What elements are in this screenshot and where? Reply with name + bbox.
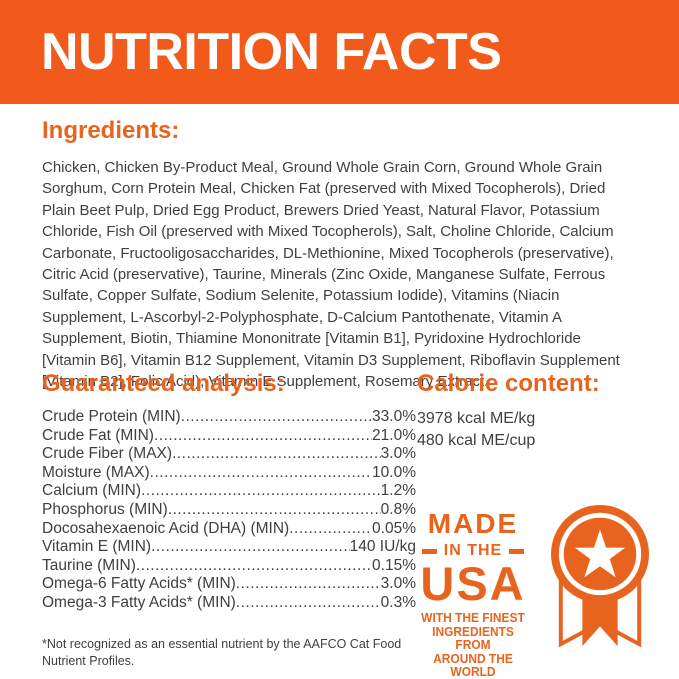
analysis-row: Docosahexaenoic Acid (DHA) (MIN) 0.05%	[42, 520, 416, 539]
dotted-leader	[141, 482, 381, 501]
analysis-value: 10.0%	[372, 463, 416, 481]
analysis-value: 0.05%	[372, 519, 416, 537]
analysis-row: Omega-6 Fatty Acids* (MIN) 3.0%	[42, 575, 416, 594]
made-in-usa-word-usa: USA	[420, 557, 526, 610]
analysis-value: 3.0%	[380, 445, 416, 463]
guaranteed-analysis-table: Crude Protein (MIN) 33.0% Crude Fat (MIN) 2…	[42, 408, 416, 613]
calorie-per-kg: 3978 kcal ME/kg	[417, 410, 536, 427]
dotted-leader	[236, 594, 381, 613]
analysis-label: Crude Fiber (MAX)	[42, 445, 173, 463]
analysis-label: Crude Protein (MIN)	[42, 408, 181, 425]
analysis-label: Omega-6 Fatty Acids* (MIN)	[42, 575, 236, 593]
calorie-content-section: Calorie content: 3978 kcal ME/kg 480 kca…	[417, 372, 667, 451]
analysis-label: Omega-3 Fatty Acids* (MIN)	[42, 593, 236, 611]
dotted-leader	[151, 538, 350, 557]
analysis-value: 0.3%	[380, 593, 416, 611]
dotted-leader	[136, 557, 372, 576]
dotted-leader	[289, 520, 372, 539]
analysis-label: Calcium (MIN)	[42, 482, 142, 500]
dotted-leader	[236, 575, 381, 594]
made-in-usa-tagline: WITH THE FINEST INGREDIENTS FROM AROUND …	[421, 610, 525, 679]
dotted-leader	[172, 445, 381, 464]
analysis-value: 3.0%	[380, 575, 416, 593]
made-in-usa-badge: MADE IN THE USA WITH THE FINEST INGREDIE…	[409, 510, 537, 679]
analysis-row: Moisture (MAX) 10.0%	[42, 464, 416, 483]
analysis-label: Taurine (MIN)	[42, 556, 136, 574]
analysis-value: 0.15%	[372, 556, 416, 574]
analysis-row: Vitamin E (MIN) 140 IU/kg	[42, 538, 416, 557]
ingredients-heading: Ingredients:	[42, 117, 180, 144]
dotted-leader	[168, 501, 381, 520]
calorie-values: 3978 kcal ME/kg 480 kcal ME/cup	[417, 408, 667, 451]
analysis-label: Crude Fat (MIN)	[42, 426, 154, 444]
analysis-row: Phosphorus (MIN) 0.8%	[42, 501, 416, 520]
calorie-content-heading: Calorie content:	[417, 370, 600, 397]
guaranteed-analysis-heading: Guaranteed analysis:	[42, 370, 285, 397]
analysis-label: Docosahexaenoic Acid (DHA) (MIN)	[42, 519, 290, 537]
analysis-row: Calcium (MIN) 1.2%	[42, 482, 416, 501]
dotted-leader	[154, 427, 372, 446]
analysis-value: 1.2%	[380, 482, 416, 500]
star-medal-ribbon-icon	[551, 504, 649, 648]
made-in-usa-word-inthe: IN THE	[409, 543, 537, 559]
calorie-per-cup: 480 kcal ME/cup	[417, 431, 536, 449]
analysis-value: 0.8%	[380, 500, 416, 518]
analysis-row: Crude Fat (MIN) 21.0%	[42, 427, 416, 446]
dotted-leader	[150, 464, 372, 483]
guaranteed-analysis-section: Guaranteed analysis: Crude Protein (MIN)…	[42, 372, 416, 613]
analysis-value: 140 IU/kg	[349, 538, 416, 556]
ingredients-section: Ingredients: Chicken, Chicken By-Product…	[42, 119, 667, 392]
analysis-row: Omega-3 Fatty Acids* (MIN) 0.3%	[42, 594, 416, 613]
analysis-label: Moisture (MAX)	[42, 463, 150, 481]
ingredients-text: Chicken, Chicken By-Product Meal, Ground…	[42, 159, 620, 391]
dotted-leader	[181, 408, 372, 427]
analysis-value: 21.0%	[372, 426, 416, 444]
analysis-row: Crude Protein (MIN) 33.0%	[42, 408, 416, 427]
analysis-label: Vitamin E (MIN)	[42, 538, 152, 556]
dash-right	[509, 548, 525, 554]
nutrition-facts-header: NUTRITION FACTS	[0, 0, 679, 104]
dash-left	[421, 548, 437, 554]
analysis-row: Taurine (MIN) 0.15%	[42, 557, 416, 576]
page-title: NUTRITION FACTS	[41, 23, 502, 81]
made-in-usa-word-made: MADE	[427, 508, 519, 539]
footnote: *Not recognized as an essential nutrient…	[42, 637, 402, 668]
analysis-value: 33.0%	[372, 408, 416, 425]
in-the-label: IN THE	[443, 542, 503, 559]
analysis-row: Crude Fiber (MAX) 3.0%	[42, 445, 416, 464]
analysis-label: Phosphorus (MIN)	[42, 500, 168, 518]
